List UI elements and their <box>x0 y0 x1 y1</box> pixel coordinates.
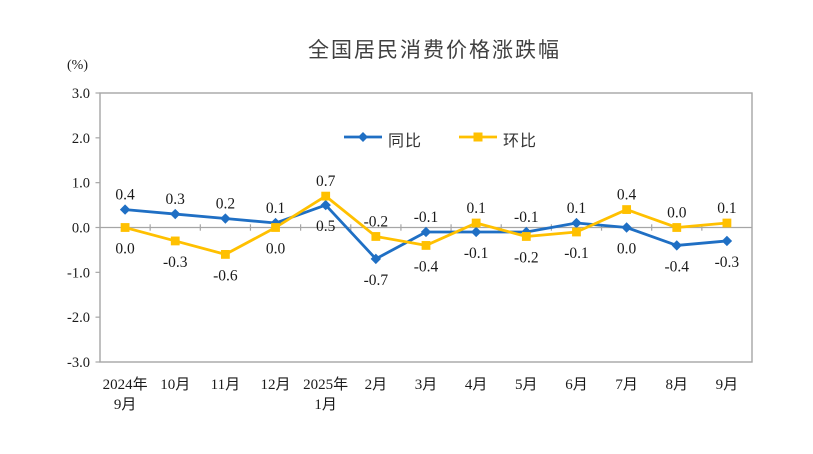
data-point-marker-square <box>471 218 481 228</box>
data-point-label: 0.4 <box>617 187 637 204</box>
data-point-label: -0.3 <box>163 254 188 271</box>
data-point-label: 0.1 <box>466 200 485 217</box>
y-tick-label: 1.0 <box>72 176 90 192</box>
data-point-marker-diamond <box>220 213 231 224</box>
y-tick-label: -3.0 <box>67 355 90 371</box>
data-point-label: 0.1 <box>567 200 586 217</box>
x-tick-label: 8月 <box>666 377 689 393</box>
data-point-marker-square <box>271 223 280 232</box>
data-point-label: 0.7 <box>316 173 336 190</box>
y-tick-label: 2.0 <box>72 131 90 147</box>
x-tick-label: 7月 <box>615 377 638 393</box>
data-point-marker-diamond <box>470 226 482 238</box>
x-tick-label: 10月 <box>160 377 190 393</box>
data-point-label: 0.4 <box>115 187 135 204</box>
data-point-marker-square <box>521 232 531 241</box>
data-point-label: 0.2 <box>216 196 235 213</box>
y-axis-unit-label: (%) <box>67 58 88 73</box>
data-point-marker-diamond <box>320 199 331 211</box>
data-point-label: 0.0 <box>667 205 687 222</box>
data-point-marker-square <box>622 205 632 214</box>
x-tick-label: 6月 <box>565 377 588 393</box>
data-point-label: 0.0 <box>617 241 637 258</box>
chart-title: 全国居民消费价格涨跌幅 <box>308 39 561 62</box>
data-point-label: -0.4 <box>414 258 439 275</box>
data-point-marker-square <box>321 191 331 201</box>
legend-swatch-mom-icon <box>458 130 498 149</box>
data-point-label: -0.1 <box>564 245 589 262</box>
data-point-label: 0.1 <box>717 200 736 217</box>
legend-item-mom: 环比 <box>458 127 537 151</box>
legend-item-yoy: 同比 <box>343 127 422 151</box>
data-point-label: -0.3 <box>715 254 740 271</box>
data-point-label: 0.3 <box>166 191 186 208</box>
x-tick-label-line2: 9月 <box>114 397 137 413</box>
y-tick-label: -1.0 <box>67 265 90 281</box>
data-point-marker-square <box>170 236 180 246</box>
data-point-marker-square <box>572 227 581 237</box>
data-point-marker-diamond <box>370 253 382 265</box>
data-point-marker-square <box>120 223 130 232</box>
data-point-marker-diamond <box>721 235 733 247</box>
x-tick-label: 12月 <box>261 377 291 393</box>
data-point-label: -0.1 <box>464 245 489 262</box>
data-point-label: -0.6 <box>213 267 238 284</box>
legend-label-yoy: 同比 <box>388 133 423 150</box>
data-point-label: -0.1 <box>414 209 439 226</box>
data-point-marker-square <box>421 241 431 250</box>
data-point-marker-diamond <box>621 222 632 233</box>
data-point-label: 0.5 <box>316 218 336 235</box>
data-point-label: -0.4 <box>664 258 689 275</box>
y-tick-label: 0.0 <box>72 221 90 237</box>
legend-swatch-yoy-icon <box>343 130 383 149</box>
data-point-marker-square <box>371 232 381 241</box>
data-point-marker-diamond <box>119 204 131 215</box>
data-point-marker-square <box>220 250 230 259</box>
data-point-label: 0.0 <box>266 241 286 258</box>
data-point-marker-diamond <box>521 226 532 238</box>
data-point-label: -0.7 <box>364 272 389 289</box>
x-tick-label: 2月 <box>365 377 388 393</box>
x-tick-label: 9月 <box>716 377 739 393</box>
x-tick-label: 11月 <box>211 377 240 393</box>
x-tick-label-line2: 1月 <box>314 397 337 413</box>
legend: 同比 环比 <box>343 127 537 151</box>
data-point-marker-square <box>672 223 682 232</box>
x-tick-label: 2024年 <box>103 376 148 393</box>
legend-label-mom: 环比 <box>503 133 538 150</box>
data-point-marker-square <box>722 218 732 228</box>
data-point-label: -0.1 <box>514 209 539 226</box>
x-tick-label: 3月 <box>415 377 438 393</box>
data-point-label: 0.1 <box>266 200 285 217</box>
x-tick-label: 5月 <box>515 377 538 393</box>
x-tick-label: 4月 <box>465 377 488 393</box>
data-point-marker-diamond <box>420 226 432 238</box>
data-point-label: 0.0 <box>115 241 135 258</box>
y-tick-label: 3.0 <box>72 86 90 102</box>
data-point-marker-diamond <box>671 240 682 251</box>
y-tick-label: -2.0 <box>67 310 90 326</box>
data-point-marker-diamond <box>170 208 181 220</box>
data-point-label: -0.2 <box>364 213 389 230</box>
x-tick-label: 2025年 <box>303 376 348 393</box>
data-point-marker-diamond <box>571 217 582 229</box>
data-point-label: -0.2 <box>514 249 539 266</box>
